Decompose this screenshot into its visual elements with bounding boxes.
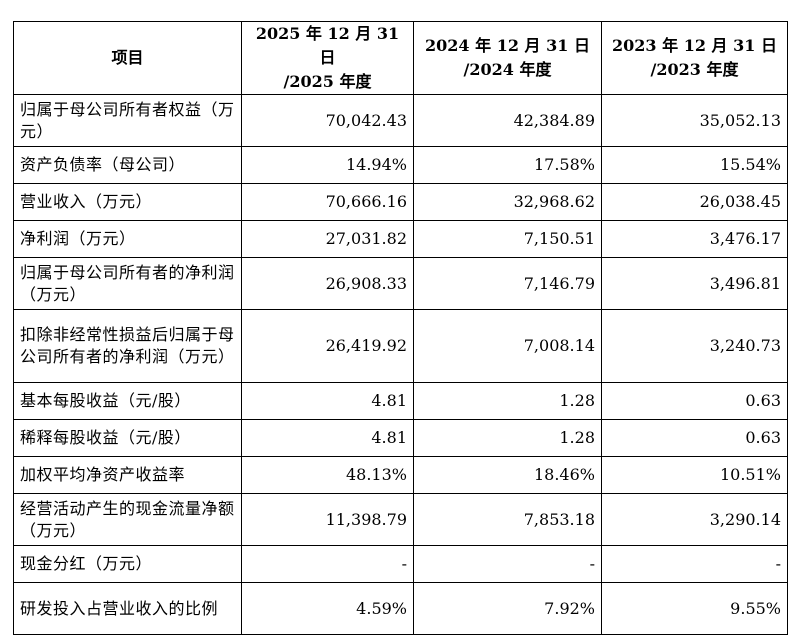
header-item: 项目 [13, 21, 242, 95]
cell-2025: 70,666.16 [241, 183, 414, 221]
table-row: 归属于母公司所有者的净利润（万元） 26,908.33 7,146.79 3,4… [13, 257, 788, 310]
table-row: 净利润（万元） 27,031.82 7,150.51 3,476.17 [13, 220, 788, 258]
cell-2024: 18.46% [413, 456, 602, 494]
table-row: 研发投入占营业收入的比例 4.59% 7.92% 9.55% [13, 582, 788, 635]
cell-2024: 1.28 [413, 419, 602, 457]
cell-2025: 70,042.43 [241, 94, 414, 147]
cell-2023: 15.54% [601, 146, 788, 184]
cell-2024: 17.58% [413, 146, 602, 184]
cell-2024: 42,384.89 [413, 94, 602, 147]
table-row: 归属于母公司所有者权益（万元） 70,042.43 42,384.89 35,0… [13, 94, 788, 147]
row-label: 研发投入占营业收入的比例 [13, 582, 242, 635]
cell-2025: 4.59% [241, 582, 414, 635]
header-2023: 2023 年 12 月 31 日 /2023 年度 [601, 21, 788, 95]
financial-indicators-table: 项目 2025 年 12 月 31 日 /2025 年度 2024 年 12 月… [13, 21, 788, 635]
table-header-row: 项目 2025 年 12 月 31 日 /2025 年度 2024 年 12 月… [13, 21, 788, 95]
cell-2023: 3,496.81 [601, 257, 788, 310]
cell-2023: 3,240.73 [601, 309, 788, 383]
cell-2024: 32,968.62 [413, 183, 602, 221]
cell-2023: 26,038.45 [601, 183, 788, 221]
cell-2023: 9.55% [601, 582, 788, 635]
row-label: 稀释每股收益（元/股） [13, 419, 242, 457]
row-label: 营业收入（万元） [13, 183, 242, 221]
cell-2023: 10.51% [601, 456, 788, 494]
row-label: 归属于母公司所有者的净利润（万元） [13, 257, 242, 310]
row-label: 基本每股收益（元/股） [13, 382, 242, 420]
cell-2024: 7,150.51 [413, 220, 602, 258]
row-label: 归属于母公司所有者权益（万元） [13, 94, 242, 147]
cell-2024: 7.92% [413, 582, 602, 635]
cell-2025: 26,908.33 [241, 257, 414, 310]
cell-2023: 35,052.13 [601, 94, 788, 147]
table-row: 现金分红（万元） - - - [13, 545, 788, 583]
cell-2025: 11,398.79 [241, 493, 414, 546]
table-row: 加权平均净资产收益率 48.13% 18.46% 10.51% [13, 456, 788, 494]
header-2024: 2024 年 12 月 31 日 /2024 年度 [413, 21, 602, 95]
table-row: 扣除非经常性损益后归属于母公司所有者的净利润（万元） 26,419.92 7,0… [13, 309, 788, 383]
cell-2025: 14.94% [241, 146, 414, 184]
table-row: 营业收入（万元） 70,666.16 32,968.62 26,038.45 [13, 183, 788, 221]
cell-2025: 4.81 [241, 419, 414, 457]
cell-2025: 26,419.92 [241, 309, 414, 383]
cell-2023: - [601, 545, 788, 583]
cell-2023: 0.63 [601, 382, 788, 420]
table-row: 基本每股收益（元/股） 4.81 1.28 0.63 [13, 382, 788, 420]
table-row: 资产负债率（母公司） 14.94% 17.58% 15.54% [13, 146, 788, 184]
table-row: 稀释每股收益（元/股） 4.81 1.28 0.63 [13, 419, 788, 457]
cell-2024: 7,853.18 [413, 493, 602, 546]
cell-2025: 4.81 [241, 382, 414, 420]
cell-2023: 3,476.17 [601, 220, 788, 258]
table-row: 经营活动产生的现金流量净额（万元） 11,398.79 7,853.18 3,2… [13, 493, 788, 546]
cell-2025: - [241, 545, 414, 583]
row-label: 扣除非经常性损益后归属于母公司所有者的净利润（万元） [13, 309, 242, 383]
cell-2024: - [413, 545, 602, 583]
cell-2025: 48.13% [241, 456, 414, 494]
row-label: 现金分红（万元） [13, 545, 242, 583]
cell-2023: 3,290.14 [601, 493, 788, 546]
row-label: 加权平均净资产收益率 [13, 456, 242, 494]
cell-2023: 0.63 [601, 419, 788, 457]
cell-2024: 7,008.14 [413, 309, 602, 383]
cell-2024: 1.28 [413, 382, 602, 420]
cell-2024: 7,146.79 [413, 257, 602, 310]
header-2025: 2025 年 12 月 31 日 /2025 年度 [241, 21, 414, 95]
cell-2025: 27,031.82 [241, 220, 414, 258]
row-label: 经营活动产生的现金流量净额（万元） [13, 493, 242, 546]
row-label: 资产负债率（母公司） [13, 146, 242, 184]
row-label: 净利润（万元） [13, 220, 242, 258]
